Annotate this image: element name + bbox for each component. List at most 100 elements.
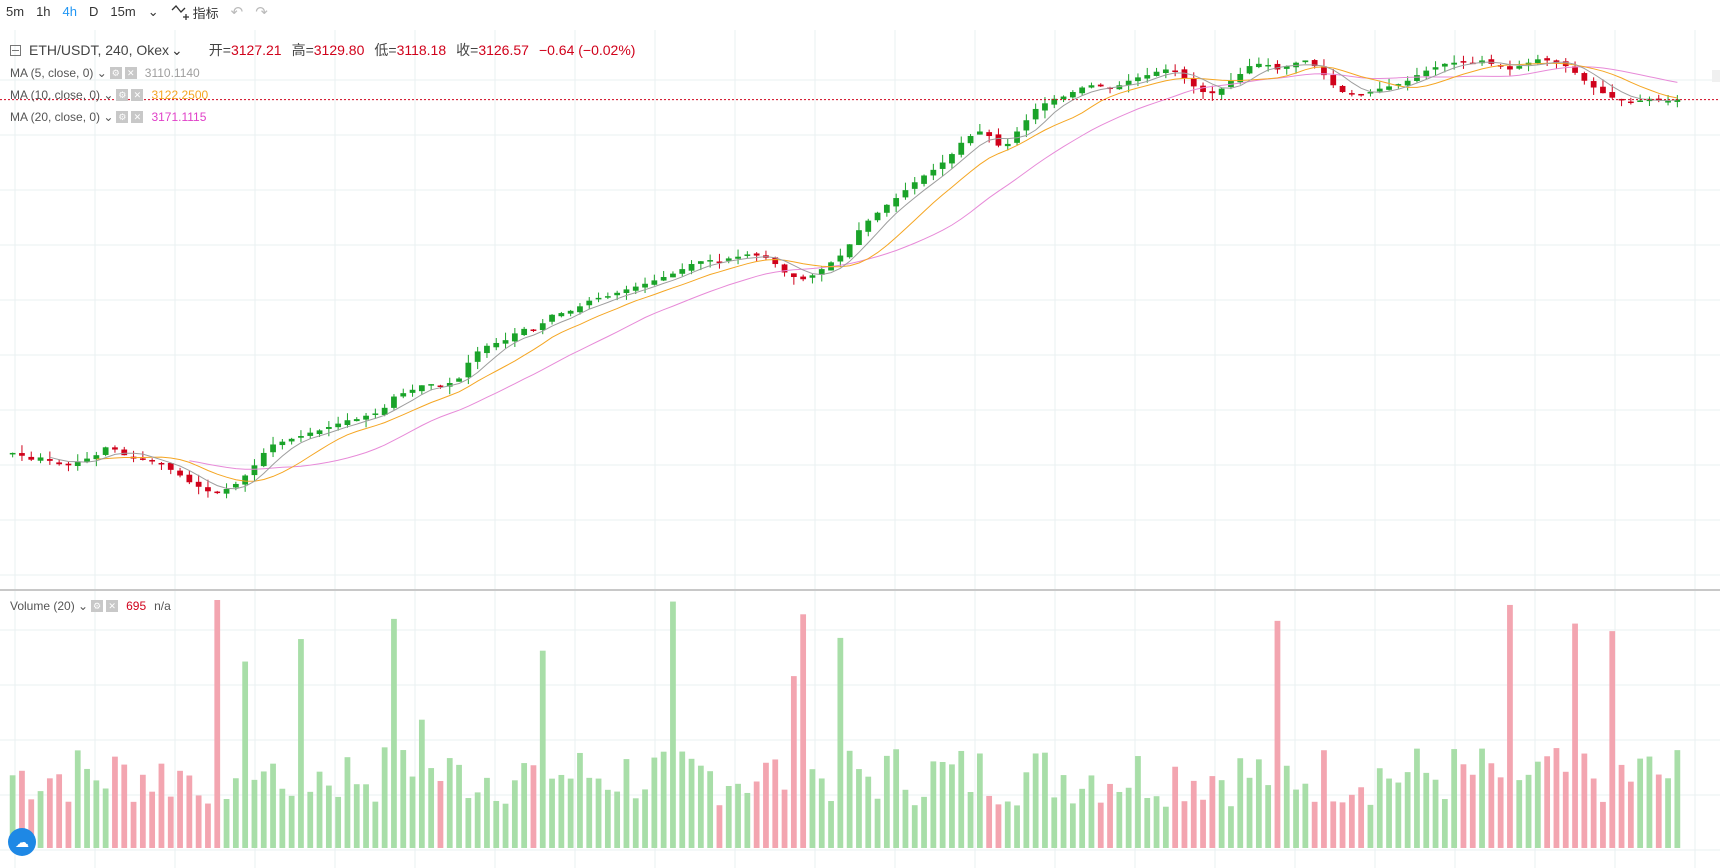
candle: [679, 269, 685, 274]
volume-bar: [772, 759, 778, 848]
candle: [707, 260, 713, 262]
candle: [47, 459, 53, 461]
volume-bar: [586, 778, 592, 848]
candle: [810, 275, 816, 277]
candle: [1126, 81, 1132, 85]
candle: [1135, 77, 1141, 81]
volume-bar: [763, 763, 769, 848]
candle: [335, 424, 341, 428]
volume-bar: [1126, 788, 1132, 848]
symbol-dropdown-icon[interactable]: ⌄: [171, 42, 183, 59]
ma10-label[interactable]: MA (10, close, 0): [10, 88, 100, 102]
candle: [475, 351, 481, 361]
volume-bar: [1144, 798, 1150, 848]
volume-value: 695: [126, 599, 146, 613]
candle: [1023, 120, 1029, 130]
volume-bar: [847, 751, 853, 848]
settings-icon[interactable]: ⚙: [116, 111, 128, 123]
volume-bar: [819, 778, 825, 848]
close-icon[interactable]: ✕: [131, 89, 143, 101]
candle: [1340, 86, 1346, 92]
candle: [1358, 94, 1364, 96]
volume-bar: [1609, 631, 1615, 848]
candle: [940, 163, 946, 169]
volume-bar: [670, 602, 676, 848]
close-icon[interactable]: ✕: [106, 600, 118, 612]
candle: [252, 465, 258, 475]
volume-bar: [512, 780, 518, 848]
volume-bar: [1256, 759, 1262, 848]
volume-bar: [391, 619, 397, 848]
candle: [800, 277, 806, 280]
ma5-label[interactable]: MA (5, close, 0): [10, 66, 93, 80]
candle: [903, 190, 909, 197]
candle: [19, 453, 25, 456]
volume-bar: [131, 802, 137, 848]
volume-bar: [949, 764, 955, 848]
volume-bar: [66, 802, 72, 848]
volume-bar: [791, 676, 797, 848]
volume-bar: [1563, 772, 1569, 848]
candle: [1191, 78, 1197, 86]
open-key: 开: [209, 40, 223, 60]
volume-label[interactable]: Volume (20): [10, 599, 75, 613]
candle: [1665, 101, 1671, 103]
ma20-label[interactable]: MA (20, close, 0): [10, 110, 100, 124]
candle: [1405, 81, 1411, 86]
close-icon[interactable]: ✕: [131, 111, 143, 123]
volume-bar: [177, 771, 183, 848]
volume-bar: [540, 651, 546, 848]
volume-bar: [317, 772, 323, 848]
candle: [642, 284, 648, 288]
symbol-label[interactable]: ETH/USDT, 240, Okex: [29, 42, 169, 58]
volume-bar: [252, 780, 258, 848]
volume-bar: [186, 776, 192, 849]
volume-bar: [1154, 796, 1160, 848]
volume-bar: [1284, 766, 1290, 848]
volume-bar: [577, 753, 583, 848]
candle: [837, 256, 843, 262]
high-value: 3129.80: [314, 42, 365, 58]
volume-bar: [1386, 779, 1392, 848]
volume-bar: [1507, 605, 1513, 848]
settings-icon[interactable]: ⚙: [91, 600, 103, 612]
collapse-legend-icon[interactable]: [10, 45, 21, 56]
volume-bar: [996, 804, 1002, 848]
volume-bar: [921, 797, 927, 848]
settings-icon[interactable]: ⚙: [110, 67, 122, 79]
volume-bar: [205, 804, 211, 848]
volume-bar: [270, 764, 276, 848]
volume-bar: [279, 789, 285, 848]
volume-bar: [1014, 805, 1020, 848]
candle: [1089, 85, 1095, 87]
volume-bar: [1302, 784, 1308, 848]
candle: [540, 323, 546, 330]
candle: [1433, 67, 1439, 69]
candle: [633, 287, 639, 291]
volume-bar: [521, 763, 527, 848]
candle: [661, 277, 667, 281]
volume-bar: [1591, 779, 1597, 848]
candle: [28, 457, 34, 460]
candle: [791, 273, 797, 277]
settings-icon[interactable]: ⚙: [116, 89, 128, 101]
volume-legend[interactable]: Volume (20) ⌄ ⚙ ✕ 695 n/a: [10, 599, 171, 613]
volume-bar: [307, 792, 313, 848]
candle: [1591, 81, 1597, 87]
logo-icon: ☁: [8, 828, 36, 856]
volume-bar: [1433, 780, 1439, 848]
volume-bar: [875, 799, 881, 848]
volume-bar: [1498, 777, 1504, 848]
volume-bar: [493, 801, 499, 848]
ma20-legend[interactable]: MA (20, close, 0) ⌄ ⚙ ✕ 3171.1115: [10, 110, 206, 124]
candle: [512, 333, 518, 341]
volume-bar: [810, 769, 816, 848]
ma5-legend[interactable]: MA (5, close, 0) ⌄ ⚙ ✕ 3110.1140: [10, 66, 200, 80]
ma10-legend[interactable]: MA (10, close, 0) ⌄ ⚙ ✕ 3122.2500: [10, 88, 208, 102]
volume-bar: [661, 752, 667, 848]
close-icon[interactable]: ✕: [125, 67, 137, 79]
right-scale-tab[interactable]: [1712, 70, 1720, 82]
candle: [1535, 59, 1541, 63]
volume-bar: [744, 793, 750, 848]
